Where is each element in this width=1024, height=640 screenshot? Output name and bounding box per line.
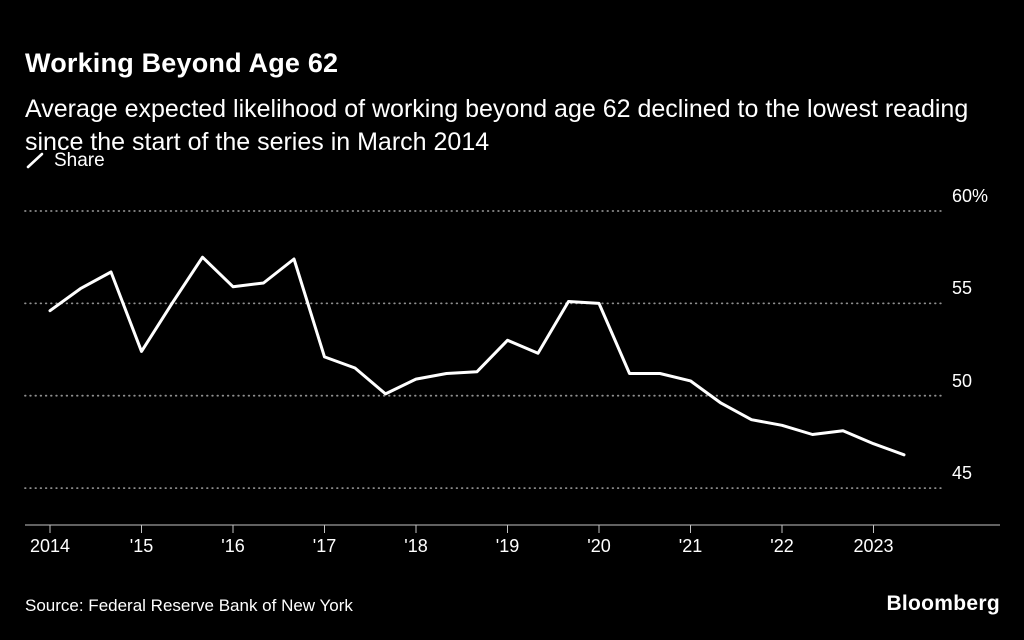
- y-axis-label: 45: [952, 463, 973, 484]
- legend-label: Share: [54, 150, 105, 171]
- x-axis-label: 2014: [29, 536, 71, 556]
- legend: Share: [25, 150, 105, 172]
- x-axis-label: '20: [587, 536, 611, 556]
- source-note: Source: Federal Reserve Bank of New York: [25, 596, 353, 615]
- data-line: [48, 255, 906, 457]
- x-axis-label: '19: [495, 536, 520, 556]
- chart-subtitle: Average expected likelihood of working b…: [25, 95, 969, 156]
- x-axis-label: '16: [221, 536, 245, 556]
- y-axis-label: 60%: [952, 186, 989, 206]
- x-axis-label: '15: [129, 536, 154, 556]
- x-axis-label: '21: [678, 536, 703, 556]
- x-axis-label: '18: [404, 536, 428, 556]
- line-series-icon: [26, 152, 44, 169]
- y-axis-label: 50: [952, 370, 973, 391]
- x-axis-label: 2023: [853, 536, 894, 556]
- y-axis-label: 55: [952, 278, 973, 299]
- bloomberg-logo: Bloomberg: [886, 592, 1000, 615]
- x-axis-label: '17: [312, 536, 337, 556]
- chart-title: Working Beyond Age 62: [25, 48, 339, 79]
- x-axis-label: '22: [770, 536, 794, 556]
